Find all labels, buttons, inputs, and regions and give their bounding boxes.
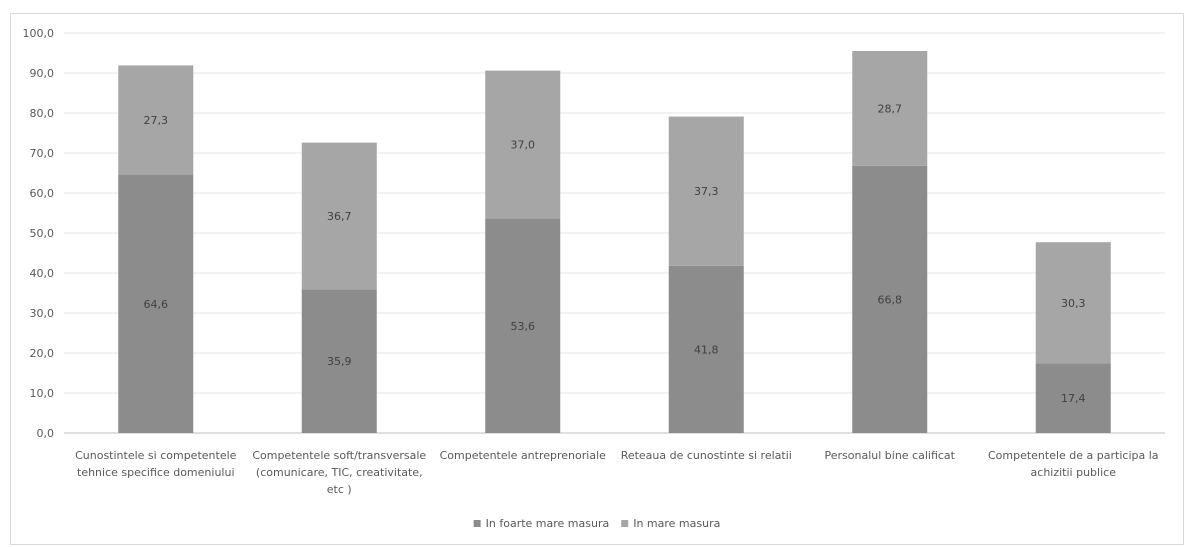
y-tick-label-2: 20,0 [30,347,55,360]
chart-frame [10,13,1184,545]
legend-label-0: In foarte mare masura [486,517,610,530]
data-label-1-5: 30,3 [1061,297,1086,310]
category-label-0-1: tehnice specifice domeniului [77,466,235,479]
category-label-3-0: Reteaua de cunostinte si relatii [621,449,792,462]
data-label-1-1: 36,7 [327,210,352,223]
bar-1-3 [668,116,744,266]
data-label-1-2: 37,0 [511,139,536,152]
bar-1-1 [301,142,377,290]
data-label-0-2: 53,6 [511,320,536,333]
y-tick-label-0: 0,0 [37,427,55,440]
bar-0-0 [118,174,194,433]
bar-0-2 [485,218,561,433]
category-label-4-0: Personalul bine calificat [825,449,956,462]
legend-swatch-1 [621,520,629,527]
data-label-0-0: 64,6 [144,298,169,311]
data-label-0-1: 35,9 [327,355,352,368]
bar-1-0 [118,65,194,175]
category-label-5-1: achizitii publice [1031,466,1117,479]
data-label-0-4: 66,8 [878,293,903,306]
data-label-0-5: 17,4 [1061,392,1086,405]
y-tick-label-7: 70,0 [30,147,55,160]
y-tick-label-4: 40,0 [30,267,55,280]
category-label-1-1: (comunicare, TIC, creativitate, [256,466,423,479]
category-label-2-0: Competentele antreprenoriale [440,449,607,462]
bar-0-4 [852,165,928,434]
y-tick-label-5: 50,0 [30,227,55,240]
data-label-0-3: 41,8 [694,343,719,356]
bar-0-3 [668,265,744,433]
data-label-1-3: 37,3 [694,185,719,198]
y-tick-label-10: 100,0 [23,27,55,40]
legend-swatch-0 [473,520,481,527]
category-label-1-2: etc ) [327,483,352,496]
y-tick-label-8: 80,0 [30,107,55,120]
category-label-0-0: Cunostintele si competentele [75,449,237,462]
category-label-5-0: Competentele de a participa la [988,449,1159,462]
bar-1-4 [852,51,928,166]
bar-0-1 [301,289,377,433]
y-tick-label-9: 90,0 [30,67,55,80]
data-label-1-0: 27,3 [144,114,169,127]
y-tick-label-1: 10,0 [30,387,55,400]
y-tick-label-3: 30,0 [30,307,55,320]
bar-1-2 [485,70,561,219]
bar-0-5 [1035,363,1111,433]
y-tick-label-6: 60,0 [30,187,55,200]
data-label-1-4: 28,7 [878,102,903,115]
category-label-1-0: Competentele soft/transversale [252,449,426,462]
bar-1-5 [1035,242,1111,364]
legend-label-1: In mare masura [633,517,720,530]
